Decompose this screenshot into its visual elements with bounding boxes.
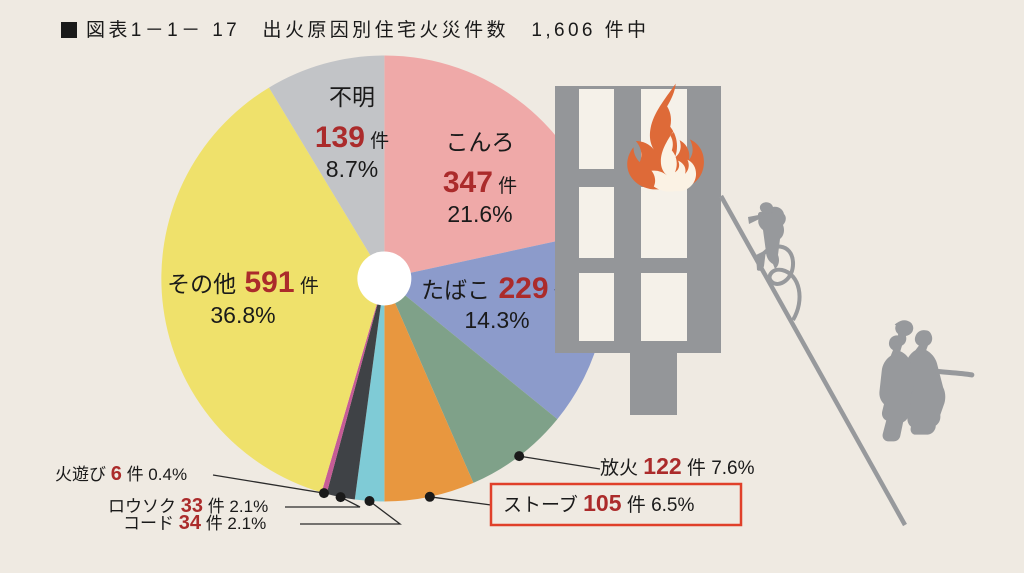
svg-text:36.8%: 36.8% xyxy=(210,302,275,328)
svg-text:21.6%: 21.6% xyxy=(447,201,512,227)
svg-text:不明: 不明 xyxy=(329,84,375,110)
svg-text:図表1－1－ 17 出火原因別住宅火災件数 1,606 件中: 図表1－1－ 17 出火原因別住宅火災件数 1,606 件中 xyxy=(86,19,649,41)
svg-text:8.7%: 8.7% xyxy=(326,156,378,182)
svg-text:こんろ: こんろ xyxy=(446,129,515,155)
svg-text:コード 34 件 2.1%: コード 34 件 2.1% xyxy=(123,512,266,534)
svg-text:火遊び 6 件 0.4%: 火遊び 6 件 0.4% xyxy=(55,463,187,485)
svg-text:14.3%: 14.3% xyxy=(464,307,529,333)
